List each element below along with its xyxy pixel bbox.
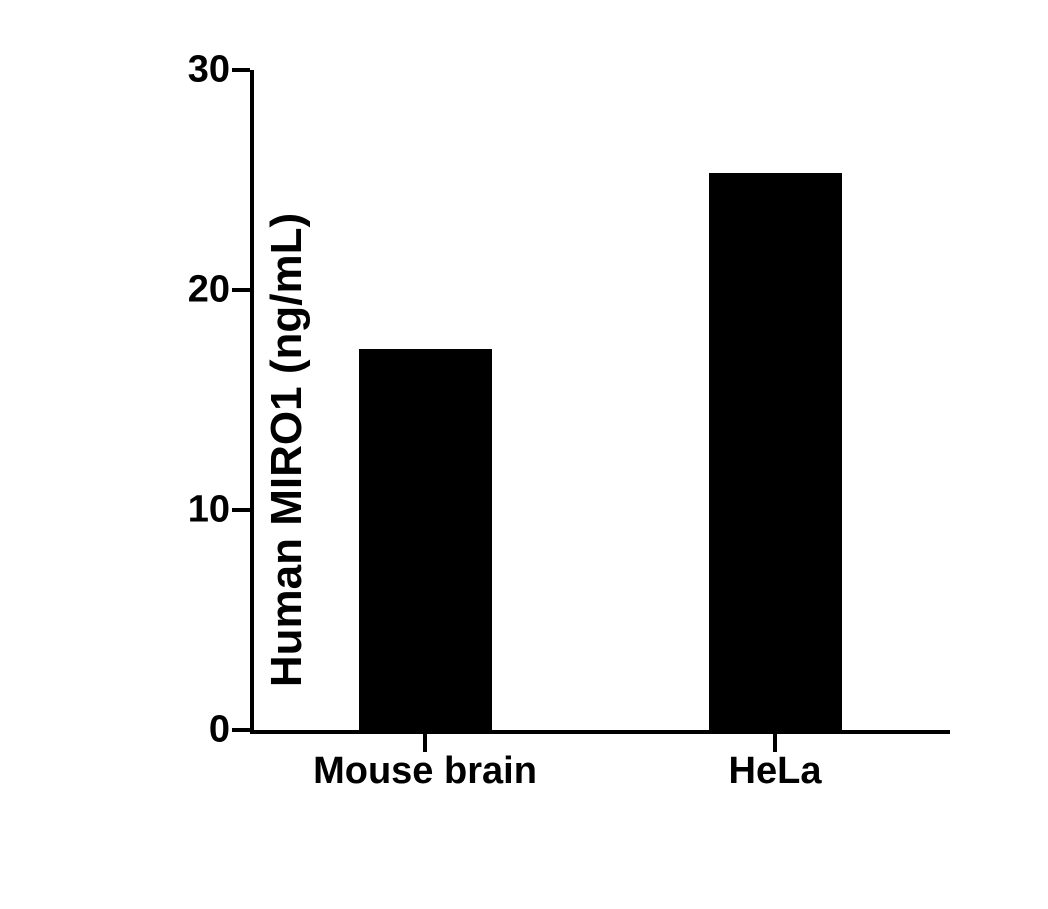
x-axis-line bbox=[250, 730, 950, 734]
y-tick-label: 0 bbox=[209, 709, 230, 752]
y-tick bbox=[232, 288, 250, 292]
bar bbox=[709, 173, 842, 730]
y-tick-label: 30 bbox=[188, 49, 230, 92]
y-axis-line bbox=[250, 70, 254, 730]
bar bbox=[359, 349, 492, 730]
bar-chart: Human MIRO1 (ng/mL) 0102030Mouse brainHe… bbox=[60, 50, 980, 850]
x-tick-label: HeLa bbox=[729, 750, 822, 793]
y-tick bbox=[232, 728, 250, 732]
x-tick-label: Mouse brain bbox=[313, 750, 537, 793]
plot-area: 0102030Mouse brainHeLa bbox=[250, 70, 950, 730]
y-tick bbox=[232, 68, 250, 72]
y-tick bbox=[232, 508, 250, 512]
y-tick-label: 20 bbox=[188, 269, 230, 312]
y-tick-label: 10 bbox=[188, 489, 230, 532]
